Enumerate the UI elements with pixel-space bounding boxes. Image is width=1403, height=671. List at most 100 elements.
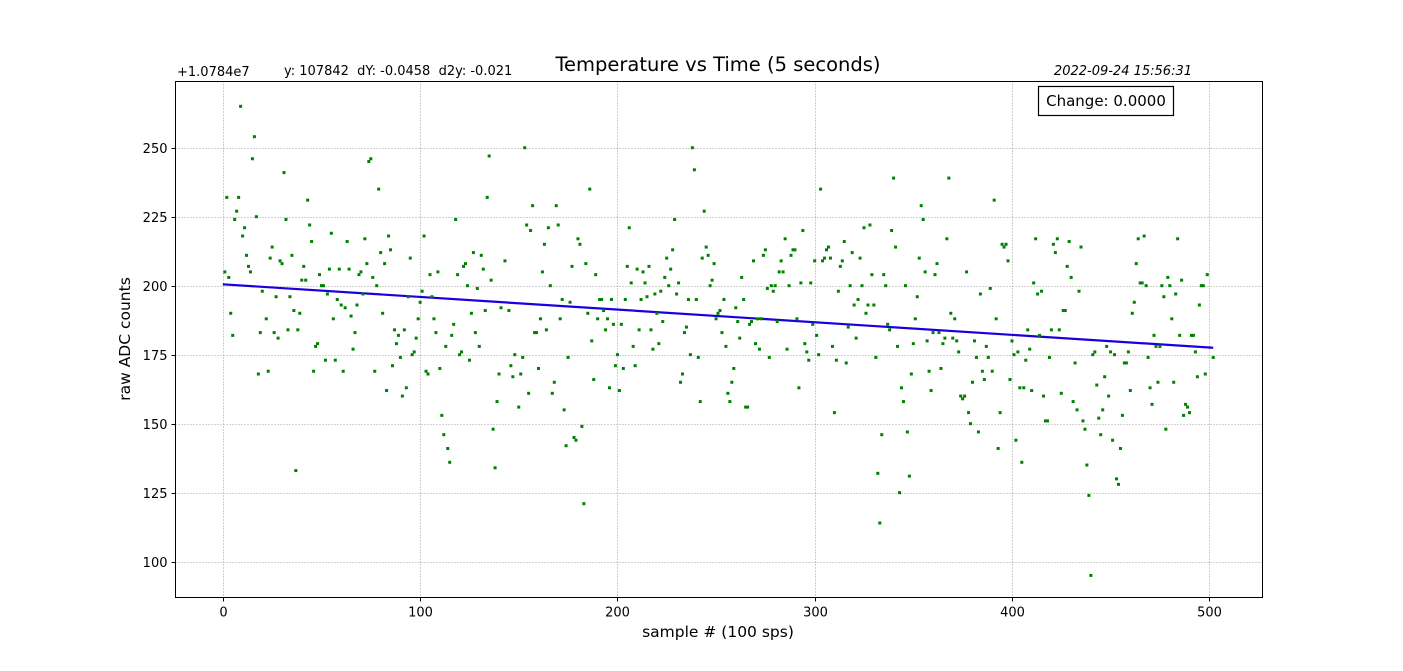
data-point	[734, 306, 738, 310]
data-point	[359, 270, 363, 274]
data-point	[306, 198, 310, 202]
data-point	[704, 245, 708, 249]
data-point	[606, 317, 610, 321]
data-point	[647, 264, 651, 268]
data-point	[1061, 309, 1065, 313]
data-point	[821, 259, 825, 263]
data-point	[270, 245, 274, 249]
data-point	[787, 284, 791, 288]
data-point	[438, 366, 442, 370]
data-point	[509, 364, 513, 368]
data-point	[1091, 353, 1095, 357]
data-point	[884, 284, 888, 288]
data-point	[471, 251, 475, 255]
data-point	[1156, 380, 1160, 384]
data-point	[398, 355, 402, 359]
data-point	[779, 259, 783, 263]
data-point	[986, 355, 990, 359]
data-point	[984, 344, 988, 348]
data-point	[781, 270, 785, 274]
data-point	[1118, 446, 1122, 450]
data-point	[1132, 300, 1136, 304]
x-axis-label: sample # (100 sps)	[642, 623, 794, 641]
data-point	[290, 253, 294, 257]
data-point	[408, 256, 412, 260]
data-point	[1053, 251, 1057, 255]
data-point	[331, 317, 335, 321]
data-point	[1087, 493, 1091, 497]
data-point	[483, 309, 487, 313]
y-tick-label: 175	[143, 349, 168, 364]
data-point	[1081, 419, 1085, 423]
data-point	[888, 328, 892, 332]
data-point	[718, 309, 722, 313]
data-point	[456, 273, 460, 277]
data-point	[1124, 361, 1128, 365]
data-point	[633, 364, 637, 368]
data-point	[832, 411, 836, 415]
data-point	[1008, 378, 1012, 382]
data-point	[1166, 275, 1170, 279]
data-point	[963, 394, 967, 398]
data-point	[625, 264, 629, 268]
data-point	[1203, 372, 1207, 376]
change-annotation: Change: 0.0000	[1046, 92, 1166, 110]
data-point	[817, 353, 821, 357]
data-point	[538, 317, 542, 321]
data-point	[840, 259, 844, 263]
data-point	[609, 297, 613, 301]
data-point	[905, 430, 909, 434]
data-point	[742, 297, 746, 301]
data-point	[935, 262, 939, 266]
data-point	[1150, 402, 1154, 406]
data-point	[278, 259, 282, 263]
data-point	[341, 369, 345, 373]
offset-text: +1.0784e7	[177, 65, 250, 80]
data-point	[919, 204, 923, 208]
data-point	[432, 317, 436, 321]
y-tick-label: 225	[143, 211, 168, 226]
data-point	[736, 320, 740, 324]
data-point	[848, 284, 852, 288]
data-point	[655, 311, 659, 315]
data-point	[272, 331, 276, 335]
data-point	[702, 209, 706, 213]
data-point	[939, 366, 943, 370]
data-point	[258, 331, 262, 335]
data-point	[1073, 361, 1077, 365]
data-point	[570, 264, 574, 268]
data-point	[915, 295, 919, 299]
data-point	[335, 297, 339, 301]
data-point	[521, 355, 525, 359]
data-point	[1160, 284, 1164, 288]
data-point	[465, 284, 469, 288]
data-point	[982, 378, 986, 382]
data-point	[600, 297, 604, 301]
data-point	[1189, 333, 1193, 337]
data-point	[1069, 275, 1073, 279]
data-point	[535, 331, 539, 335]
data-point	[564, 444, 568, 448]
data-point	[389, 248, 393, 252]
data-point	[1028, 347, 1032, 351]
data-point	[763, 248, 767, 252]
data-point	[844, 361, 848, 365]
data-point	[657, 342, 661, 346]
data-point	[1022, 386, 1026, 390]
data-point	[789, 253, 793, 257]
data-point	[550, 391, 554, 395]
data-point	[765, 286, 769, 290]
data-point	[878, 521, 882, 525]
data-point	[584, 262, 588, 266]
data-point	[1075, 408, 1079, 412]
data-point	[1097, 416, 1101, 420]
data-point	[1012, 353, 1016, 357]
data-point	[248, 270, 252, 274]
data-point	[793, 248, 797, 252]
data-point	[495, 400, 499, 404]
data-point	[903, 284, 907, 288]
data-point	[531, 204, 535, 208]
data-point	[252, 135, 256, 139]
data-point	[1205, 273, 1209, 277]
data-point	[596, 317, 600, 321]
